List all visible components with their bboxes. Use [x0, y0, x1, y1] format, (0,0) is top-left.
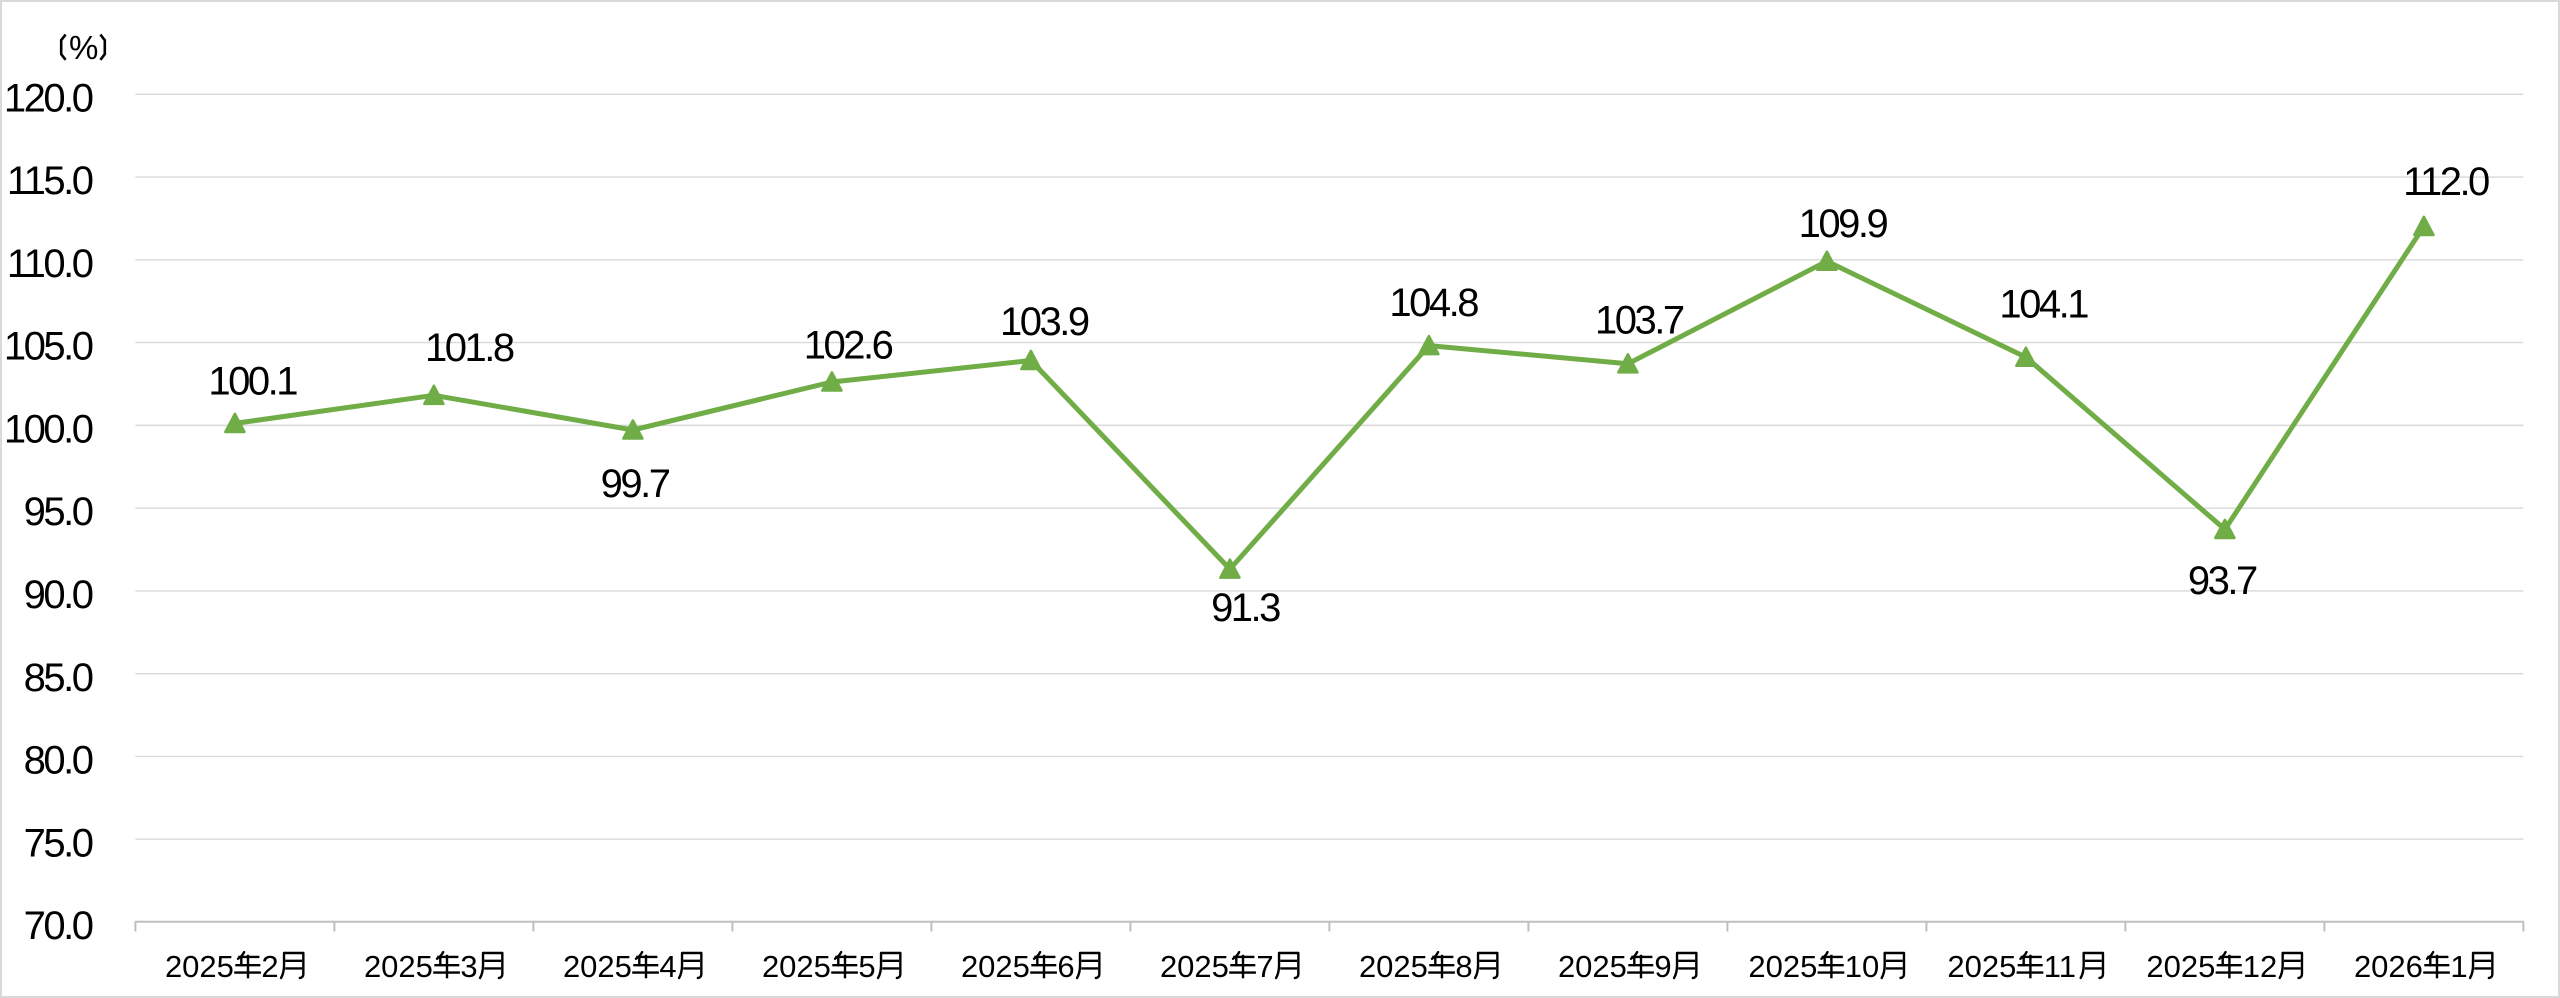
svg-text:8: 8 [1455, 949, 1472, 984]
svg-text:70.0: 70.0 [24, 904, 93, 948]
svg-text:5: 5 [858, 949, 875, 984]
svg-text:115.0: 115.0 [7, 159, 93, 203]
svg-text:105.0: 105.0 [4, 325, 93, 369]
svg-text:93.7: 93.7 [2188, 559, 2257, 603]
svg-text:120.0: 120.0 [4, 76, 93, 120]
svg-text:12: 12 [2243, 949, 2277, 984]
svg-text:2026: 2026 [2354, 949, 2423, 984]
svg-text:6: 6 [1057, 949, 1074, 984]
svg-text:10: 10 [1845, 949, 1879, 984]
svg-text:112.0: 112.0 [2403, 160, 2489, 204]
svg-text:9: 9 [1654, 949, 1671, 984]
svg-text:100.0: 100.0 [4, 408, 93, 452]
svg-text:91.3: 91.3 [1211, 586, 1280, 630]
svg-text:104.8: 104.8 [1389, 281, 1478, 325]
svg-text:2025: 2025 [1947, 949, 2016, 984]
svg-text:90.0: 90.0 [24, 573, 93, 617]
svg-text:2025: 2025 [961, 949, 1030, 984]
svg-text:2025: 2025 [165, 949, 234, 984]
svg-text:99.7: 99.7 [601, 462, 670, 506]
svg-text:1: 1 [2450, 949, 2467, 984]
svg-text:85.0: 85.0 [24, 656, 93, 700]
svg-text:80.0: 80.0 [24, 739, 93, 783]
svg-text:4: 4 [659, 949, 676, 984]
svg-text:102.6: 102.6 [804, 324, 893, 368]
svg-text:2025: 2025 [762, 949, 831, 984]
svg-text:7: 7 [1256, 949, 1273, 984]
svg-text:101.8: 101.8 [425, 326, 514, 370]
svg-text:104.1: 104.1 [1999, 282, 2088, 326]
svg-text:2025: 2025 [563, 949, 632, 984]
svg-text:2025: 2025 [1558, 949, 1627, 984]
svg-text:2025: 2025 [2146, 949, 2215, 984]
svg-text:3: 3 [460, 949, 477, 984]
svg-text:103.7: 103.7 [1595, 299, 1684, 343]
svg-text:2: 2 [261, 949, 278, 984]
svg-text:103.9: 103.9 [1000, 300, 1089, 344]
svg-text:2025: 2025 [1748, 949, 1817, 984]
svg-text:109.9: 109.9 [1799, 202, 1888, 246]
svg-text:2025: 2025 [1359, 949, 1428, 984]
svg-text:75.0: 75.0 [24, 821, 93, 865]
svg-text:%: % [69, 29, 98, 66]
svg-text:2025: 2025 [1160, 949, 1229, 984]
svg-text:11: 11 [2044, 949, 2076, 984]
svg-text:100.1: 100.1 [208, 360, 297, 404]
svg-text:2025: 2025 [364, 949, 433, 984]
svg-text:110.0: 110.0 [7, 242, 93, 286]
svg-text:95.0: 95.0 [24, 490, 93, 534]
